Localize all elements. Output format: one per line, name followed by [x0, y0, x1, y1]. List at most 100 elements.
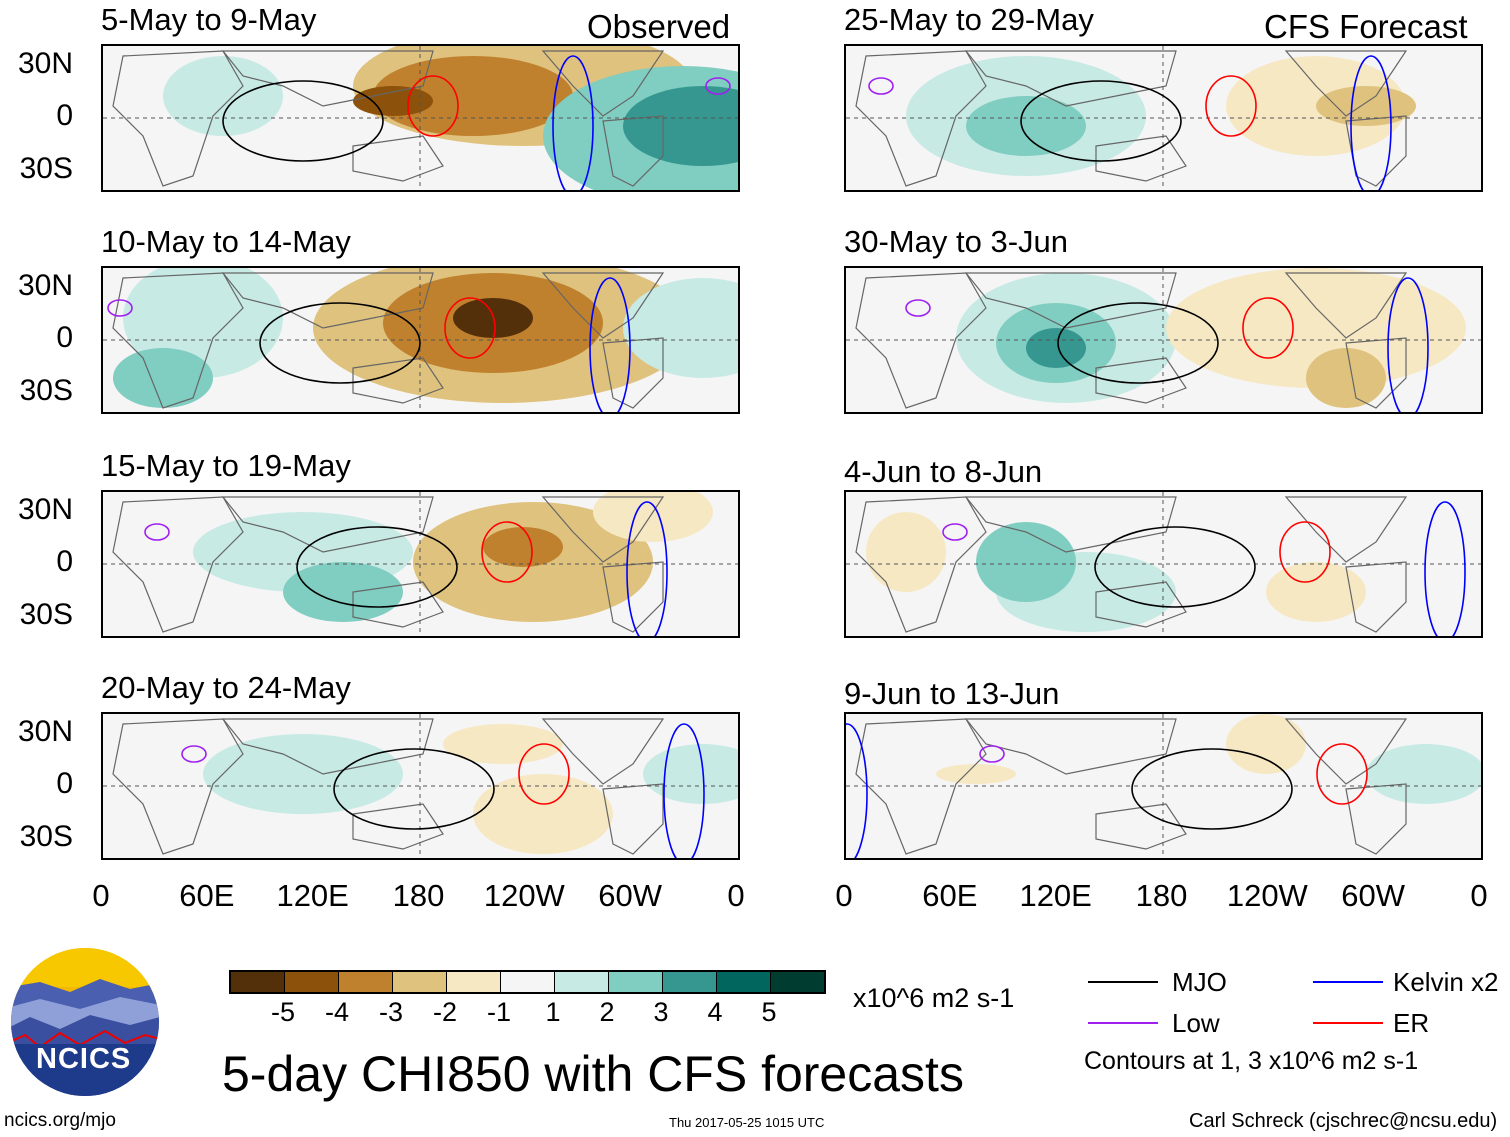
lon-label: 180 [392, 878, 445, 913]
mjo-contour [222, 80, 384, 162]
kelvin-contour [1387, 277, 1429, 412]
coastline [964, 272, 1177, 329]
lon-label: 0 [835, 878, 853, 913]
coastline [1284, 272, 1408, 339]
anomaly-region [473, 774, 613, 854]
lat-label: 0 [56, 321, 73, 354]
map-panel [101, 44, 740, 192]
map-panel [101, 266, 740, 414]
coastline [1284, 718, 1408, 785]
low-contour [144, 523, 170, 541]
map-panel [844, 44, 1483, 192]
anomaly-region [936, 764, 1016, 784]
low-contour [107, 299, 133, 317]
colorbar-tick-label: 3 [653, 997, 669, 1027]
footer-author: Carl Schreck (cjschrec@ncsu.edu) [1189, 1110, 1498, 1132]
anomaly-region [1226, 714, 1306, 774]
er-contour [518, 743, 570, 805]
anomaly-region [866, 512, 946, 592]
colorbar-swatch [231, 972, 285, 992]
coastline [352, 357, 444, 404]
lon-label: 60E [922, 878, 978, 913]
anomaly-region [373, 56, 573, 136]
colorbar-tick-label: -3 [378, 997, 404, 1027]
anomaly-region [1026, 328, 1086, 368]
colorbar-tick-label: -1 [486, 997, 512, 1027]
panel-title: 4-Jun to 8-Jun [844, 454, 1043, 489]
er-contour [407, 75, 459, 137]
panel-title: 25-May to 29-May [844, 2, 1094, 37]
colorbar-tick-label: 2 [599, 997, 615, 1027]
coastline [541, 50, 665, 117]
footer-url[interactable]: ncics.org/mjo [4, 1110, 116, 1131]
anomaly-region [353, 86, 433, 116]
map-panel [101, 712, 740, 860]
coastline [541, 272, 665, 339]
anomaly-region [1166, 268, 1466, 388]
panel-title: 9-Jun to 13-Jun [844, 676, 1060, 711]
ncics-logo [11, 948, 159, 1096]
coastline [352, 135, 444, 182]
map-panel [101, 490, 740, 638]
lon-label: 0 [1470, 878, 1488, 913]
legend-line-er [1313, 1022, 1383, 1024]
mjo-contour [333, 748, 495, 830]
low-contour [979, 745, 1005, 763]
coastline [1345, 783, 1407, 855]
mjo-contour [1094, 526, 1256, 608]
mjo-contour [296, 526, 458, 608]
lat-label: 0 [56, 767, 73, 800]
er-contour [1242, 297, 1294, 359]
coastline [602, 115, 664, 187]
anomaly-region [113, 348, 213, 408]
anomaly-region [643, 744, 738, 804]
colorbar-swatch [663, 972, 717, 992]
colorbar-swatch [447, 972, 501, 992]
kelvin-contour [626, 501, 668, 636]
lon-label: 180 [1135, 878, 1188, 913]
coastline [602, 783, 664, 855]
coastline [221, 496, 434, 553]
legend-label-mjo: MJO [1172, 967, 1227, 997]
kelvin-contour [1424, 501, 1466, 636]
anomaly-region [976, 522, 1076, 602]
kelvin-contour [1350, 55, 1392, 190]
colorbar [229, 970, 826, 994]
coastline [541, 496, 665, 563]
colorbar-tick-label: 4 [707, 997, 723, 1027]
kelvin-contour [846, 723, 868, 858]
colorbar-swatch [393, 972, 447, 992]
coastline [1095, 803, 1187, 850]
lon-label: 120W [483, 878, 565, 913]
colorbar-swatch [609, 972, 663, 992]
coastline [1095, 581, 1187, 628]
coastline [1345, 337, 1407, 409]
anomaly-region [1366, 744, 1481, 804]
coastline [855, 496, 987, 633]
lon-label: 120E [1019, 878, 1092, 913]
legend-line-mjo [1088, 981, 1158, 983]
low-contour [905, 299, 931, 317]
anomaly-region [1316, 86, 1416, 126]
lon-label: 60W [1341, 878, 1406, 913]
colorbar-tick-label: -4 [324, 997, 350, 1027]
mjo-contour [1020, 80, 1182, 162]
coastline [964, 496, 1177, 553]
lat-label: 30N [17, 269, 73, 302]
coastline [855, 718, 987, 855]
coastline [855, 50, 987, 187]
coastline [112, 718, 244, 855]
legend-label-er: ER [1393, 1008, 1430, 1038]
mjo-contour [1057, 302, 1219, 384]
lat-label: 30S [19, 374, 73, 407]
coastline [855, 272, 987, 409]
coastline [1095, 135, 1187, 182]
map-panel [844, 490, 1483, 638]
er-contour [1316, 743, 1368, 805]
lat-label: 0 [56, 99, 73, 132]
panel-title: 20-May to 24-May [101, 670, 351, 705]
coastline [1284, 50, 1408, 117]
panel-title: 30-May to 3-Jun [844, 224, 1068, 259]
map-panel [844, 712, 1483, 860]
coastline [221, 718, 434, 775]
